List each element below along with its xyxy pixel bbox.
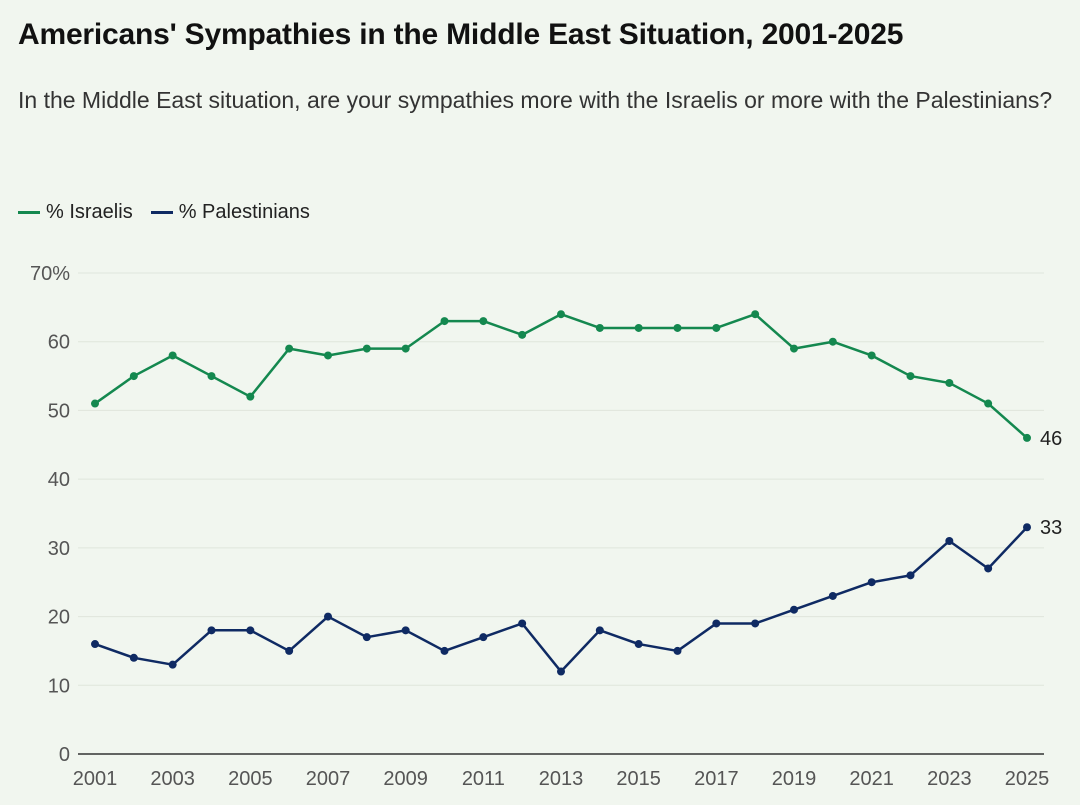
data-point-israelis xyxy=(1023,433,1031,442)
data-point-palestinians xyxy=(751,619,760,628)
y-tick-label: 50 xyxy=(48,400,70,422)
x-tick-label: 2015 xyxy=(616,768,661,790)
x-tick-label: 2001 xyxy=(73,768,118,790)
data-point-palestinians xyxy=(207,626,216,635)
x-tick-label: 2005 xyxy=(228,768,273,790)
legend-label-israelis: % Israelis xyxy=(46,201,133,223)
end-label-palestinians: 33 xyxy=(1040,517,1062,539)
data-point-israelis xyxy=(440,317,449,326)
data-point-palestinians xyxy=(518,619,527,628)
y-tick-label: 0 xyxy=(59,744,70,766)
data-point-palestinians xyxy=(906,571,915,580)
data-point-israelis xyxy=(634,323,643,332)
data-point-palestinians xyxy=(246,626,255,635)
chart-legend: % Israelis % Palestinians xyxy=(18,201,328,224)
series-line-israelis xyxy=(93,312,1029,440)
data-point-palestinians xyxy=(401,626,410,635)
chart-subtitle: In the Middle East situation, are your s… xyxy=(18,87,1053,113)
grid-lines xyxy=(78,272,1044,686)
data-point-palestinians xyxy=(1023,523,1031,532)
legend-item-palestinians: % Palestinians xyxy=(150,201,310,224)
x-tick-label: 2021 xyxy=(849,768,894,790)
legend-swatch-palestinians xyxy=(150,211,173,214)
data-point-palestinians xyxy=(129,653,138,662)
data-point-palestinians xyxy=(479,633,488,642)
x-tick-label: 2003 xyxy=(150,768,195,790)
legend-swatch-israelis xyxy=(18,211,40,214)
data-point-palestinians xyxy=(828,591,837,600)
data-point-israelis xyxy=(557,310,565,319)
y-tick-label: 20 xyxy=(48,607,70,629)
data-point-israelis xyxy=(518,330,527,339)
data-point-palestinians xyxy=(168,660,177,669)
data-point-palestinians xyxy=(91,640,99,649)
data-point-israelis xyxy=(751,310,760,319)
data-point-palestinians xyxy=(440,646,449,655)
x-tick-label: 2013 xyxy=(539,768,584,790)
data-point-israelis xyxy=(401,344,410,353)
data-point-palestinians xyxy=(712,619,721,628)
data-point-palestinians xyxy=(945,536,954,545)
data-point-israelis xyxy=(828,337,837,346)
y-tick-label: 40 xyxy=(48,469,70,491)
legend-label-palestinians: % Palestinians xyxy=(178,201,310,223)
x-tick-label: 2025 xyxy=(1005,768,1050,790)
x-tick-label: 2011 xyxy=(462,768,505,790)
y-tick-label: 30 xyxy=(48,538,70,560)
data-point-israelis xyxy=(984,399,993,408)
series-line-palestinians xyxy=(93,525,1029,673)
legend-item-israelis: % Israelis xyxy=(18,201,133,224)
x-tick-label: 2017 xyxy=(694,768,739,790)
x-tick-label: 2009 xyxy=(383,768,428,790)
y-tick-label: 60 xyxy=(48,332,70,354)
data-point-israelis xyxy=(712,323,721,332)
x-tick-label: 2023 xyxy=(927,768,972,790)
y-tick-label: 70% xyxy=(30,263,70,285)
chart-title: Americans' Sympathies in the Middle East… xyxy=(18,18,904,51)
series-layer: 46 33 xyxy=(91,310,1062,676)
data-point-israelis xyxy=(673,323,682,332)
y-axis-ticks: 0 10 20 30 40 50 60 70% xyxy=(30,263,70,766)
data-point-israelis xyxy=(906,372,915,381)
data-point-palestinians xyxy=(362,633,371,642)
data-point-palestinians xyxy=(790,605,798,614)
data-point-palestinians xyxy=(557,667,565,676)
data-point-israelis xyxy=(479,317,488,326)
x-axis-ticks: 2001 2003 2005 2007 2009 2011 2013 2015 2017 2019… xyxy=(73,768,1050,790)
data-point-israelis xyxy=(362,344,371,353)
data-point-israelis xyxy=(945,378,954,387)
data-point-israelis xyxy=(595,323,604,332)
data-point-israelis xyxy=(285,344,294,353)
data-point-israelis xyxy=(168,351,177,360)
data-point-palestinians xyxy=(984,564,993,573)
y-tick-label: 10 xyxy=(48,675,70,697)
data-point-israelis xyxy=(91,399,99,408)
end-label-israelis: 46 xyxy=(1040,428,1062,450)
data-point-israelis xyxy=(790,344,798,353)
data-point-palestinians xyxy=(867,578,876,587)
x-tick-label: 2019 xyxy=(772,768,817,790)
data-point-palestinians xyxy=(324,612,332,621)
data-point-palestinians xyxy=(673,646,682,655)
data-point-palestinians xyxy=(285,646,294,655)
data-point-palestinians xyxy=(634,640,643,649)
data-point-israelis xyxy=(207,372,216,381)
data-point-palestinians xyxy=(595,626,604,635)
x-tick-label: 2007 xyxy=(306,768,351,790)
data-point-israelis xyxy=(324,351,332,360)
data-point-israelis xyxy=(129,372,138,381)
data-point-israelis xyxy=(867,351,876,360)
data-point-israelis xyxy=(246,392,255,401)
